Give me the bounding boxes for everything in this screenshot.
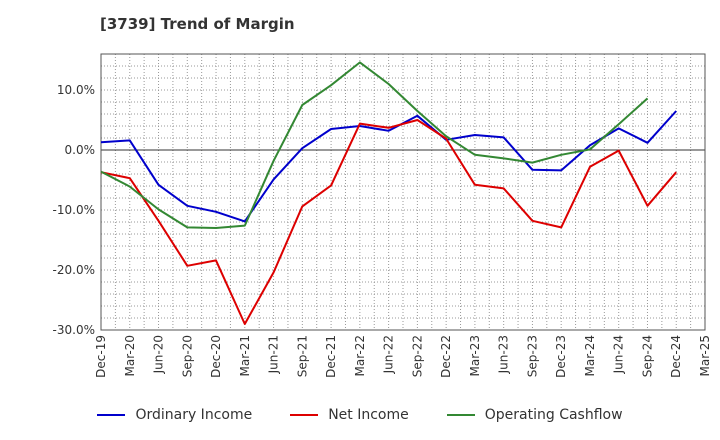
y-tick-label: -30.0%	[53, 323, 95, 337]
x-tick-label: Sep-21	[295, 335, 309, 377]
legend-item-ordinary-income: Ordinary Income	[97, 407, 252, 423]
legend-item-net-income: Net Income	[290, 407, 409, 423]
x-tick-label: Jun-22	[382, 335, 396, 374]
series-line-operating-cashflow	[100, 61, 649, 229]
legend: Ordinary Income Net Income Operating Cas…	[0, 404, 720, 426]
legend-label-net-income: Net Income	[328, 407, 409, 423]
x-tick-label: Sep-20	[180, 335, 194, 377]
x-tick-label: Mar-24	[583, 335, 597, 376]
chart-title: [3739] Trend of Margin	[100, 15, 295, 33]
legend-label-ordinary-income: Ordinary Income	[135, 407, 253, 423]
x-tick-label: Sep-22	[410, 335, 424, 377]
x-tick-label: Dec-24	[669, 335, 683, 378]
legend-item-operating-cashflow: Operating Cashflow	[446, 407, 623, 423]
y-tick-label: -10.0%	[53, 203, 95, 217]
series-line-net-income	[100, 119, 677, 325]
x-tick-label: Jun-20	[152, 335, 166, 374]
y-tick-label: -20.0%	[53, 263, 95, 277]
x-tick-label: Dec-19	[94, 335, 108, 378]
x-tick-label: Dec-21	[324, 335, 338, 378]
x-tick-label: Jun-24	[612, 335, 626, 374]
x-tick-label: Dec-22	[439, 335, 453, 378]
y-tick-label: 0.0%	[65, 143, 96, 157]
x-tick-label: Jun-23	[497, 335, 511, 374]
x-tick-label: Mar-21	[238, 335, 252, 376]
x-tick-label: Sep-23	[525, 335, 539, 377]
x-tick-label: Mar-23	[468, 335, 482, 376]
y-tick-label: 10.0%	[57, 83, 95, 97]
legend-swatch-operating-cashflow	[446, 414, 475, 416]
x-tick-label: Mar-20	[123, 335, 137, 376]
x-tick-label: Dec-20	[209, 335, 223, 378]
legend-swatch-ordinary-income	[97, 414, 126, 416]
x-tick-label: Sep-24	[640, 335, 654, 377]
plot-border	[100, 53, 706, 331]
series-line-ordinary-income	[100, 110, 677, 223]
legend-swatch-net-income	[290, 414, 319, 416]
x-tick-label: Mar-25	[698, 335, 712, 376]
x-tick-label: Jun-21	[267, 335, 281, 374]
legend-label-operating-cashflow: Operating Cashflow	[484, 407, 623, 423]
x-tick-label: Dec-23	[554, 335, 568, 378]
x-tick-label: Mar-22	[353, 335, 367, 376]
